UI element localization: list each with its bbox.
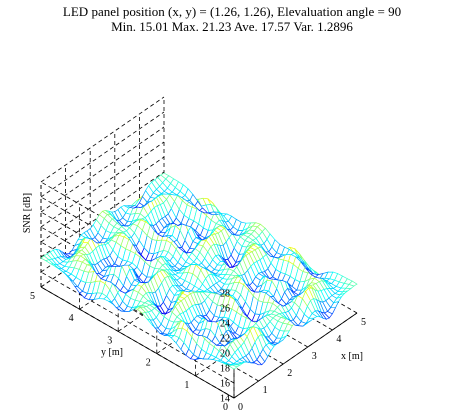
grid-line bbox=[40, 271, 235, 384]
x-axis-line bbox=[233, 312, 358, 399]
grid-line bbox=[40, 171, 165, 258]
z-tick-label: 28 bbox=[220, 289, 230, 300]
y-axis-label: y [m] bbox=[101, 347, 123, 358]
grid-line bbox=[40, 141, 165, 228]
z-axis-label: SNR [dB] bbox=[22, 193, 33, 233]
x-tick-label: 0 bbox=[238, 402, 243, 413]
y-tick-label: 1 bbox=[184, 380, 189, 391]
surface-mesh bbox=[40, 172, 358, 370]
z-tick-label: 14 bbox=[220, 394, 230, 405]
z-tick-label: 18 bbox=[220, 364, 230, 375]
y-tick-label: 2 bbox=[146, 358, 151, 369]
z-tick-label: 26 bbox=[220, 304, 230, 315]
x-axis-label: x [m] bbox=[341, 351, 363, 362]
chart-title: LED panel position (x, y) = (1.26, 1.26)… bbox=[63, 4, 401, 19]
y-tick-label: 5 bbox=[30, 291, 35, 302]
grid-line bbox=[40, 156, 165, 243]
chart-subtitle: Min. 15.01 Max. 21.23 Ave. 17.57 Var. 1.… bbox=[111, 19, 353, 34]
y-tick-label: 4 bbox=[69, 313, 74, 324]
z-tick-label: 20 bbox=[220, 349, 230, 360]
grid-line bbox=[40, 111, 165, 198]
grid-line bbox=[117, 246, 242, 332]
grid-line bbox=[195, 290, 319, 377]
y-axis-line bbox=[40, 286, 235, 399]
surface-cell bbox=[348, 280, 358, 287]
axis-ticks: 14 16 18 20 22 24 26 28 0 1 2 3 4 5 0 1 2 3 4 5 bbox=[30, 289, 366, 414]
x-tick-label: 4 bbox=[336, 334, 341, 345]
x-tick-label: 2 bbox=[287, 368, 292, 379]
z-tick-label: 24 bbox=[220, 319, 230, 330]
z-tick-label: 22 bbox=[220, 334, 230, 345]
grid-line bbox=[40, 96, 165, 183]
x-tick-label: 3 bbox=[312, 351, 317, 362]
grid-line bbox=[40, 201, 165, 288]
x-tick-label: 1 bbox=[263, 385, 268, 396]
y-tick-label: 0 bbox=[223, 402, 228, 413]
z-tick-label: 16 bbox=[220, 379, 230, 390]
grid-line bbox=[40, 126, 165, 213]
x-tick-label: 5 bbox=[361, 317, 366, 328]
y-tick-label: 3 bbox=[107, 335, 112, 346]
